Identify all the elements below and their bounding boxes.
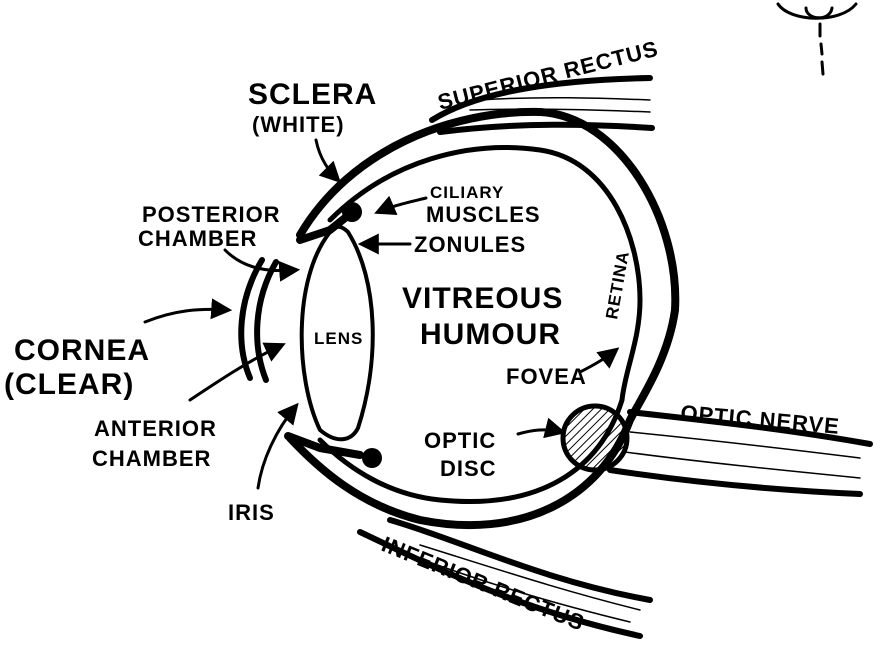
retina-wall — [317, 145, 643, 504]
label-vitreous-2: HUMOUR — [420, 318, 561, 351]
label-sclera: SCLERA — [248, 78, 377, 111]
label-optic-disc-2: DISC — [440, 456, 497, 481]
label-lens: LENS — [314, 329, 363, 348]
label-zonules: ZONULES — [414, 232, 526, 257]
label-arrows — [143, 138, 620, 490]
label-posterior-chamber-1: POSTERIOR — [142, 202, 281, 227]
label-superior-rectus: SUPERIOR RECTUS — [435, 36, 661, 115]
optic-disc — [560, 403, 630, 473]
label-ciliary-2: MUSCLES — [426, 202, 541, 227]
label-optic-disc-1: OPTIC — [424, 428, 496, 453]
lens — [299, 224, 375, 442]
label-inferior-rectus: INFERIOR RECTUS — [378, 531, 588, 635]
label-iris: IRIS — [228, 500, 275, 525]
label-cornea-note: (CLEAR) — [4, 368, 134, 401]
label-vitreous-1: VITREOUS — [402, 282, 563, 315]
sclera-wall — [286, 107, 680, 530]
label-ciliary-1: CILIARY — [430, 183, 504, 202]
eye-icon — [776, 2, 858, 76]
superior-rectus-muscle — [429, 75, 655, 135]
label-anterior-chamber-2: CHAMBER — [92, 446, 211, 471]
label-retina: RETINA — [602, 249, 633, 321]
cornea — [238, 257, 279, 383]
label-anterior-chamber-1: ANTERIOR — [94, 416, 217, 441]
inferior-rectus-muscle — [357, 517, 653, 639]
label-sclera-note: (WHITE) — [252, 112, 345, 137]
label-cornea: CORNEA — [14, 334, 150, 367]
optic-nerve — [607, 409, 873, 497]
label-posterior-chamber-2: CHAMBER — [138, 226, 257, 251]
label-fovea: FOVEA — [506, 364, 587, 389]
label-optic-nerve: OPTIC NERVE — [680, 400, 841, 439]
